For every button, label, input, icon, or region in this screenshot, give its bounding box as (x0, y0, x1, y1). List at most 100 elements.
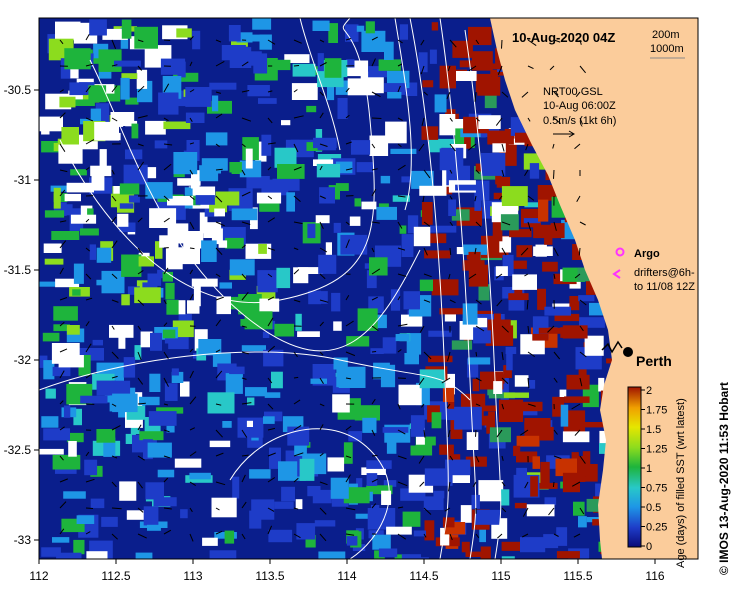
plot-frame (38, 17, 699, 560)
depth-contour-label-1000: 1000m (650, 43, 684, 55)
sst-patch (166, 425, 175, 433)
sst-patch (84, 459, 98, 476)
sst-patch (87, 208, 94, 217)
current-vector (85, 321, 90, 327)
sst-patch (52, 537, 70, 543)
sst-patch (316, 163, 341, 178)
current-vector (579, 65, 586, 74)
sst-patch (566, 374, 590, 390)
depth-contour-label-200: 200m (652, 29, 680, 41)
sst-patch (512, 274, 537, 290)
current-vector (449, 299, 456, 304)
sst-patch (131, 123, 139, 139)
sst-patch (468, 251, 481, 270)
current-vector (59, 455, 64, 461)
sst-patch (369, 135, 389, 156)
current-vector (371, 91, 381, 98)
sst-patch (413, 226, 431, 247)
drifter-marker-icon (612, 269, 621, 279)
sst-patch (130, 425, 140, 435)
sst-patch (121, 254, 142, 277)
sst-patch (562, 472, 580, 493)
sst-patch (381, 490, 392, 505)
sst-patch (343, 487, 370, 504)
sst-patch (385, 121, 407, 144)
current-vector (319, 221, 324, 230)
current-vector (293, 166, 302, 171)
current-vector (553, 429, 558, 435)
sst-patch (178, 314, 192, 322)
current-vector (267, 142, 276, 145)
current-vector (137, 143, 144, 147)
current-vector (423, 299, 431, 303)
current-vector (111, 533, 118, 540)
sst-patch (413, 557, 429, 559)
current-vector (111, 325, 115, 330)
sst-patch (343, 442, 353, 464)
land-mass (490, 18, 698, 559)
current-vector (345, 168, 353, 171)
sst-patch (315, 215, 330, 224)
sst-patch (318, 254, 337, 274)
current-vector (293, 65, 300, 67)
current-vector (85, 478, 95, 483)
current-vector (371, 325, 379, 332)
current-vector (475, 429, 477, 437)
current-vector (293, 376, 299, 379)
current-vector (553, 117, 562, 124)
sst-patch (45, 388, 56, 399)
sst-patch (126, 510, 145, 520)
sst-patch (91, 173, 105, 191)
current-vector (449, 143, 456, 152)
current-vector (163, 83, 170, 93)
sst-patch (564, 396, 590, 403)
colorbar-tick-label: 0.25 (646, 522, 667, 534)
sst-patch (185, 87, 212, 107)
sst-patch (285, 139, 300, 149)
sst-patch (293, 267, 309, 284)
sst-patch (149, 373, 161, 392)
current-vector (189, 348, 194, 353)
current-vector (215, 247, 223, 256)
sst-patch (73, 263, 84, 284)
current-vector (215, 39, 222, 43)
current-vector (579, 117, 583, 125)
current-vector (418, 377, 425, 386)
current-vector (111, 507, 122, 510)
sst-patch (487, 319, 511, 331)
sst-patch (90, 498, 105, 509)
current-vector (163, 477, 169, 483)
sst-patch (543, 534, 559, 549)
current-vector (163, 322, 168, 327)
sst-patch (376, 206, 397, 220)
colorbar-tick-label: 1 (646, 463, 652, 475)
colorbar-tick-label: 0.75 (646, 483, 667, 495)
sst-patch (125, 97, 139, 105)
current-vector (448, 273, 451, 280)
current-vector (85, 85, 91, 93)
sst-patch (451, 340, 473, 350)
sst-patch (164, 383, 178, 401)
sst-patch (501, 556, 515, 559)
sst-patch (268, 529, 293, 543)
current-vector (553, 39, 561, 43)
current-vector (137, 402, 146, 405)
current-vector (319, 403, 325, 407)
sst-patch (390, 148, 417, 154)
sst-patch (459, 60, 479, 68)
sst-patch (272, 59, 291, 71)
sst-patch (488, 392, 515, 399)
current-vector (397, 164, 406, 171)
sst-patch (307, 486, 321, 497)
sst-patch (72, 289, 81, 296)
sst-patch (578, 516, 587, 528)
y-tick-label: -30.5 (4, 83, 32, 97)
current-vector (137, 39, 144, 43)
current-vector (345, 221, 350, 226)
current-vector (189, 36, 194, 41)
sst-patch (434, 94, 447, 113)
sst-patch (480, 153, 506, 176)
current-vector (137, 455, 145, 461)
current-vector (267, 477, 276, 483)
